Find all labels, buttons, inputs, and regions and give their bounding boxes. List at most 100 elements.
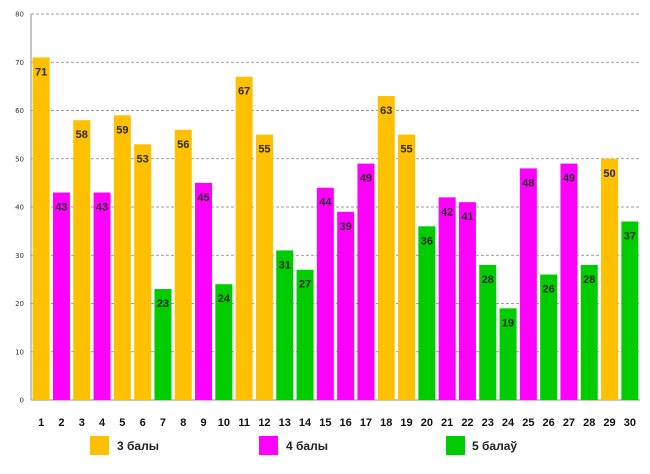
grid-lines (31, 13, 640, 353)
y-tick-label: 30 (15, 252, 24, 260)
x-tick-label: 20 (421, 417, 433, 429)
x-tick-label: 11 (238, 417, 250, 429)
bar (458, 202, 476, 400)
x-tick-label: 24 (502, 417, 515, 429)
bar-value-label: 41 (461, 211, 473, 223)
bar-value-label: 37 (624, 230, 636, 242)
x-tick-label: 2 (58, 417, 64, 429)
x-tick-label: 15 (319, 417, 331, 429)
y-tick-label: 40 (15, 204, 24, 212)
x-tick-label: 18 (380, 417, 392, 429)
bar (540, 274, 558, 400)
bar (479, 264, 497, 400)
bar-value-label: 43 (96, 202, 108, 214)
legend-label: 5 балаў (472, 439, 517, 453)
bar-value-label: 50 (603, 168, 615, 180)
bar-value-label: 55 (258, 144, 270, 156)
bars (32, 57, 639, 401)
bar (560, 163, 578, 400)
bar-value-label: 28 (583, 274, 595, 286)
x-tick-label: 23 (482, 417, 494, 429)
bar-value-label: 56 (177, 139, 189, 151)
bar-value-label: 58 (76, 129, 88, 141)
bar-value-label: 63 (380, 105, 392, 117)
y-tick-label: 0 (20, 397, 24, 405)
x-tick-label: 12 (258, 417, 270, 429)
x-tick-label: 22 (461, 417, 473, 429)
x-tick-label: 28 (583, 417, 595, 429)
bar-value-label: 71 (35, 66, 47, 78)
bar-value-label: 49 (360, 173, 372, 185)
bar-value-label: 67 (238, 86, 250, 98)
bar-value-label: 27 (299, 279, 311, 291)
bar-value-label: 42 (441, 206, 453, 218)
bar (377, 96, 395, 401)
bar (52, 192, 70, 400)
legend-swatch (259, 436, 278, 455)
legend-label: 3 балы (117, 439, 159, 453)
y-tick-label: 50 (15, 155, 24, 163)
legend-swatch (446, 436, 465, 455)
x-tick-label: 5 (119, 417, 125, 429)
legend: 3 балы 4 балы 5 балаў (90, 436, 517, 455)
bar (337, 211, 355, 400)
bar (499, 308, 517, 400)
bar (174, 129, 192, 401)
legend-swatch (90, 436, 109, 455)
x-axis-ticks: 1 2 3 4 5 6 7 8 9 10 11 12 13 14 15 16 17 18 19 20 21 22 23 24 2… (38, 417, 636, 429)
x-tick-label: 6 (140, 417, 146, 429)
x-tick-label: 13 (279, 417, 291, 429)
x-tick-label: 30 (624, 417, 636, 429)
bar (398, 134, 416, 400)
x-tick-label: 9 (200, 417, 206, 429)
x-tick-label: 3 (79, 417, 85, 429)
bar (601, 158, 619, 400)
x-tick-label: 14 (299, 417, 312, 429)
bar-value-label: 43 (55, 202, 67, 214)
bar (32, 57, 50, 401)
bar-value-labels: 71 43 58 43 59 53 23 56 45 24 67 55 31 27 44 39 49 63 55 36… (35, 66, 636, 329)
bar (296, 269, 314, 400)
bar (621, 221, 639, 400)
bar (357, 163, 375, 400)
bar (519, 168, 537, 400)
bar (580, 264, 598, 400)
bar-value-label: 24 (218, 293, 231, 305)
x-tick-label: 16 (340, 417, 352, 429)
x-tick-label: 19 (400, 417, 412, 429)
bar-value-label: 36 (421, 235, 433, 247)
y-tick-label: 80 (15, 11, 24, 19)
y-axis-ticks: 0 10 20 30 40 50 60 70 80 (15, 11, 24, 405)
bar (418, 226, 436, 400)
bar-value-label: 28 (482, 274, 494, 286)
y-tick-label: 60 (15, 107, 24, 115)
x-tick-label: 4 (99, 417, 106, 429)
x-tick-label: 27 (563, 417, 575, 429)
bar (316, 187, 334, 400)
bar-value-label: 44 (319, 197, 332, 209)
bar (93, 192, 111, 400)
bar-value-label: 39 (340, 221, 352, 233)
x-tick-label: 21 (441, 417, 453, 429)
x-tick-label: 26 (543, 417, 555, 429)
x-tick-label: 7 (160, 417, 166, 429)
bar-value-label: 55 (400, 144, 412, 156)
x-tick-label: 29 (603, 417, 615, 429)
bar (276, 250, 294, 400)
bar (235, 76, 253, 400)
bar (195, 182, 213, 400)
x-tick-label: 10 (218, 417, 230, 429)
bar-value-label: 23 (157, 298, 169, 310)
bar-value-label: 53 (137, 153, 149, 165)
y-tick-label: 70 (15, 59, 24, 67)
bar-value-label: 31 (279, 259, 291, 271)
bar-value-label: 59 (116, 124, 128, 136)
bar-value-label: 49 (563, 173, 575, 185)
bar-value-label: 19 (502, 317, 514, 329)
legend-label: 4 балы (286, 439, 328, 453)
bar-value-label: 48 (522, 177, 534, 189)
y-tick-label: 20 (15, 300, 24, 308)
bar (113, 115, 131, 400)
bar (73, 120, 91, 401)
bar (255, 134, 273, 400)
